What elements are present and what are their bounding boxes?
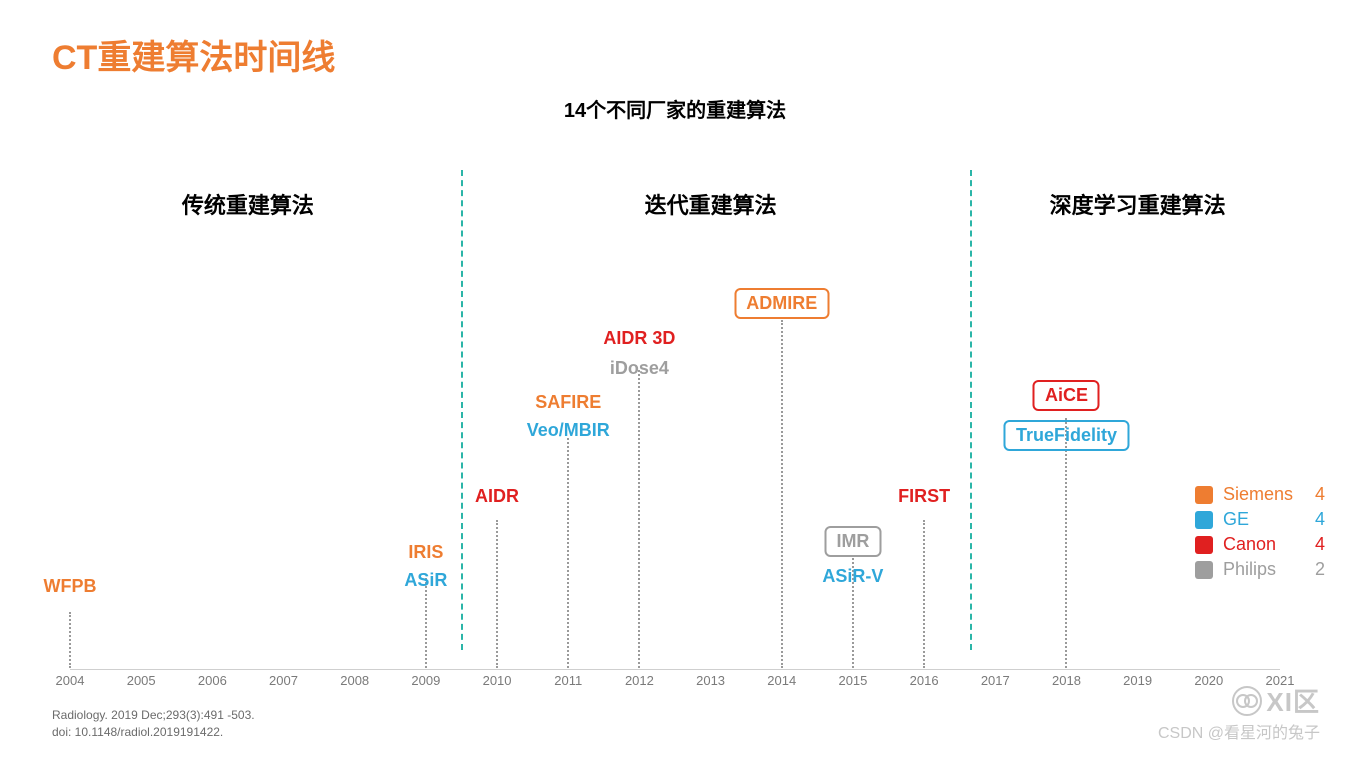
subtitle: 14个不同厂家的重建算法 <box>0 94 1350 123</box>
legend-count-philips: 2 <box>1301 559 1325 580</box>
legend-count-siemens: 4 <box>1301 484 1325 505</box>
legend-ge: GE4 <box>1195 509 1325 530</box>
tick-2010: 2010 <box>483 673 512 688</box>
tick-2004: 2004 <box>56 673 85 688</box>
legend: Siemens4GE4Canon4Philips2 <box>1195 480 1325 584</box>
citation-line1: Radiology. 2019 Dec;293(3):491 -503. <box>52 707 255 724</box>
era-divider-1 <box>970 170 972 650</box>
tick-2008: 2008 <box>340 673 369 688</box>
legend-swatch-canon <box>1195 536 1213 554</box>
stem-ADMIRE <box>781 320 783 668</box>
tick-2014: 2014 <box>767 673 796 688</box>
stem-ASiR <box>425 578 427 668</box>
era-divider-0 <box>461 170 463 650</box>
tick-2007: 2007 <box>269 673 298 688</box>
item-Veo/MBIR: Veo/MBIR <box>527 420 610 441</box>
legend-name-siemens: Siemens <box>1223 484 1301 505</box>
item-AIDR: AIDR <box>475 486 519 507</box>
legend-count-ge: 4 <box>1301 509 1325 530</box>
timeline-chart: 2004200520062007200820092010201120122013… <box>70 170 1280 670</box>
page-title: CT重建算法时间线 <box>52 30 335 79</box>
legend-siemens: Siemens4 <box>1195 484 1325 505</box>
watermark-bottom: CSDN @看星河的兔子 <box>1158 719 1320 743</box>
tick-2005: 2005 <box>127 673 156 688</box>
tick-2011: 2011 <box>554 673 582 688</box>
stem-WFPB <box>69 612 71 668</box>
tick-2016: 2016 <box>910 673 939 688</box>
legend-name-ge: GE <box>1223 509 1301 530</box>
item-ASiR: ASiR <box>404 570 447 591</box>
item-iDose4: iDose4 <box>610 358 669 379</box>
stem-TrueFidelity <box>1065 418 1067 668</box>
tick-2015: 2015 <box>838 673 867 688</box>
tick-2013: 2013 <box>696 673 725 688</box>
item-IRIS: IRIS <box>408 542 443 563</box>
section-label-2: 深度学习重建算法 <box>1050 188 1226 220</box>
tick-2019: 2019 <box>1123 673 1152 688</box>
item-IMR: IMR <box>824 526 881 557</box>
stem-iDose4 <box>638 370 640 668</box>
section-label-0: 传统重建算法 <box>182 188 314 220</box>
item-SAFIRE: SAFIRE <box>535 392 601 413</box>
citation: Radiology. 2019 Dec;293(3):491 -503. doi… <box>52 707 255 741</box>
legend-name-canon: Canon <box>1223 534 1301 555</box>
watermark: XI区 CSDN @看星河的兔子 <box>1158 682 1320 743</box>
item-FIRST: FIRST <box>898 486 950 507</box>
legend-name-philips: Philips <box>1223 559 1301 580</box>
item-AiCE: AiCE <box>1033 380 1100 411</box>
item-AIDR 3D: AIDR 3D <box>603 328 675 349</box>
item-TrueFidelity: TrueFidelity <box>1004 420 1129 451</box>
stem-FIRST <box>923 520 925 668</box>
citation-line2: doi: 10.1148/radiol.2019191422. <box>52 724 255 741</box>
tick-2012: 2012 <box>625 673 654 688</box>
item-ASiR-V: ASiR-V <box>822 566 883 587</box>
tick-2018: 2018 <box>1052 673 1081 688</box>
stem-AIDR <box>496 520 498 668</box>
legend-philips: Philips2 <box>1195 559 1325 580</box>
section-label-1: 迭代重建算法 <box>645 188 777 220</box>
legend-swatch-philips <box>1195 561 1213 579</box>
stem-Veo/MBIR <box>567 438 569 668</box>
watermark-top: XI区 <box>1266 687 1320 717</box>
tick-2017: 2017 <box>981 673 1010 688</box>
item-ADMIRE: ADMIRE <box>734 288 829 319</box>
item-WFPB: WFPB <box>44 576 97 597</box>
tick-2006: 2006 <box>198 673 227 688</box>
legend-swatch-ge <box>1195 511 1213 529</box>
legend-canon: Canon4 <box>1195 534 1325 555</box>
x-axis <box>70 669 1280 670</box>
legend-count-canon: 4 <box>1301 534 1325 555</box>
tick-2009: 2009 <box>411 673 440 688</box>
legend-swatch-siemens <box>1195 486 1213 504</box>
